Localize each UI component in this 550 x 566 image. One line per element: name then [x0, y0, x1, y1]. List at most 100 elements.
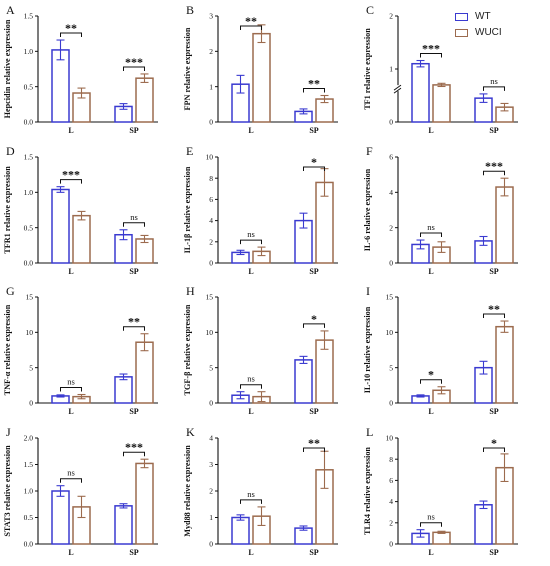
y-tick-label-g: 15	[26, 293, 34, 302]
panel-g: G TNF-α relative expression 0 5 10 15 Lns SP **	[3, 284, 158, 416]
significance-bracket-j	[123, 451, 145, 457]
bar-a-l-wt	[51, 49, 70, 123]
y-axis-label-f: IL-6 relative expression	[363, 168, 372, 251]
significance-bracket-l	[420, 522, 442, 527]
significance-bracket-b	[240, 25, 262, 30]
y-tick-label-i: 10	[386, 328, 394, 337]
y-axis-label-h: TGF-β relative expression	[183, 304, 192, 395]
panel-letter-i: I	[366, 284, 370, 298]
y-tick-label-k: 3	[209, 460, 213, 469]
y-tick-label-a: 0.0	[24, 118, 34, 127]
significance-label-b: **	[245, 14, 257, 28]
significance-bracket-d	[123, 222, 145, 227]
significance-label-h: ns	[247, 374, 255, 384]
y-tick-label-b: 2	[209, 47, 213, 56]
panel-letter-a: A	[6, 3, 15, 17]
y-tick-label-c: 0	[389, 118, 393, 127]
significance-label-k: ns	[247, 489, 255, 499]
axis-break-mark-c	[393, 87, 402, 94]
panel-k: K Myd88 relative expression 0 1 2 3 4 Lns SP **	[183, 425, 338, 557]
y-tick-label-b: 1	[209, 82, 213, 91]
y-tick-label-i: 5	[389, 363, 393, 372]
significance-label-c: ns	[490, 76, 498, 86]
panel-a: A Hepcidin relative expression 0.0 0.5 1.0 1.…	[3, 3, 158, 135]
x-tick-label-j: SP	[129, 548, 138, 557]
bar-g-sp-wt	[114, 376, 133, 404]
panel-letter-h: H	[186, 284, 195, 298]
legend-item-wt: WT	[455, 10, 545, 26]
significance-label-h: *	[311, 312, 317, 326]
significance-label-i: *	[428, 368, 434, 382]
x-tick-label-a: L	[68, 126, 73, 135]
x-tick-label-l: SP	[489, 548, 498, 557]
y-axis-label-d: TFR1 relative expression	[3, 166, 12, 254]
y-tick-label-j: 0.5	[24, 513, 34, 522]
bar-h-sp-wt	[294, 359, 313, 404]
significance-bracket-e	[240, 239, 262, 245]
panel-letter-k: K	[186, 425, 195, 439]
panel-i: I IL-10 relative expression 0 5 10 15 L * SP **	[363, 284, 518, 416]
y-axis-label-e: IL-1β relative expression	[183, 166, 192, 253]
bar-d-l-wt	[51, 188, 70, 264]
x-tick-label-a: SP	[129, 126, 138, 135]
y-tick-label-k: 2	[209, 487, 213, 496]
y-tick-label-e: 2	[209, 237, 213, 246]
significance-bracket-c	[483, 86, 505, 91]
y-tick-label-f: 2	[389, 223, 393, 232]
significance-label-f: ***	[485, 159, 503, 173]
x-tick-label-i: L	[428, 407, 433, 416]
significance-bracket-g	[60, 387, 82, 392]
y-tick-label-l: 4	[389, 497, 393, 506]
bar-l-l-wuci	[432, 531, 451, 545]
bar-j-sp-wuci	[135, 462, 154, 545]
significance-bracket-f	[483, 170, 505, 176]
y-tick-label-h: 15	[206, 293, 214, 302]
y-tick-label-k: 4	[209, 434, 213, 443]
x-tick-label-b: L	[248, 126, 253, 135]
x-tick-label-c: L	[428, 126, 433, 135]
panel-h: H TGF-β relative expression 0 5 10 15 Lns SP *	[183, 284, 338, 416]
y-tick-label-f: 6	[389, 153, 393, 162]
y-tick-label-e: 0	[209, 259, 213, 268]
significance-label-d: ***	[62, 168, 80, 182]
x-tick-label-g: L	[68, 407, 73, 416]
y-axis-label-c: TF1 relative expression	[363, 28, 372, 110]
significance-label-g: ns	[67, 377, 75, 387]
y-tick-label-d: 1.0	[24, 188, 34, 197]
significance-bracket-k	[303, 447, 325, 452]
bar-j-sp-wt	[114, 505, 133, 545]
x-tick-label-l: L	[428, 548, 433, 557]
significance-bracket-i	[420, 379, 442, 384]
y-tick-label-a: 1.0	[24, 47, 34, 56]
y-tick-label-k: 1	[209, 513, 213, 522]
y-tick-label-k: 0	[209, 540, 213, 549]
y-axis-label-k: Myd88 relative expression	[183, 445, 192, 537]
legend-item-wuci: WUCI	[455, 26, 545, 42]
axis-break-mark-c	[393, 84, 402, 91]
significance-label-f: ns	[427, 222, 435, 232]
x-tick-label-c: SP	[489, 126, 498, 135]
significance-bracket-h	[303, 323, 325, 328]
y-axis-label-b: FPN relative expression	[183, 27, 192, 110]
y-axis-label-i: IL-10 relative expression	[363, 306, 372, 393]
significance-label-g: **	[128, 315, 140, 329]
significance-bracket-e	[303, 166, 325, 171]
panel-letter-l: L	[366, 425, 373, 439]
significance-label-i: **	[488, 302, 500, 316]
panel-letter-g: G	[6, 284, 15, 298]
y-tick-label-i: 0	[389, 399, 393, 408]
bar-f-sp-wuci	[495, 186, 514, 264]
panel-f: F IL-6 relative expression 0 2 4 6 Lns SP ***	[363, 144, 518, 276]
significance-bracket-d	[60, 179, 82, 184]
bar-c-l-wuci	[432, 84, 451, 123]
x-tick-label-d: SP	[129, 267, 138, 276]
y-tick-label-a: 1.5	[24, 12, 34, 21]
y-tick-label-c: 2	[389, 12, 393, 21]
x-tick-label-i: SP	[489, 407, 498, 416]
significance-bracket-a	[123, 66, 145, 71]
legend-label-wt: WT	[475, 11, 491, 22]
y-tick-label-l: 6	[389, 476, 393, 485]
x-tick-label-e: L	[248, 267, 253, 276]
significance-bracket-h	[240, 384, 262, 389]
